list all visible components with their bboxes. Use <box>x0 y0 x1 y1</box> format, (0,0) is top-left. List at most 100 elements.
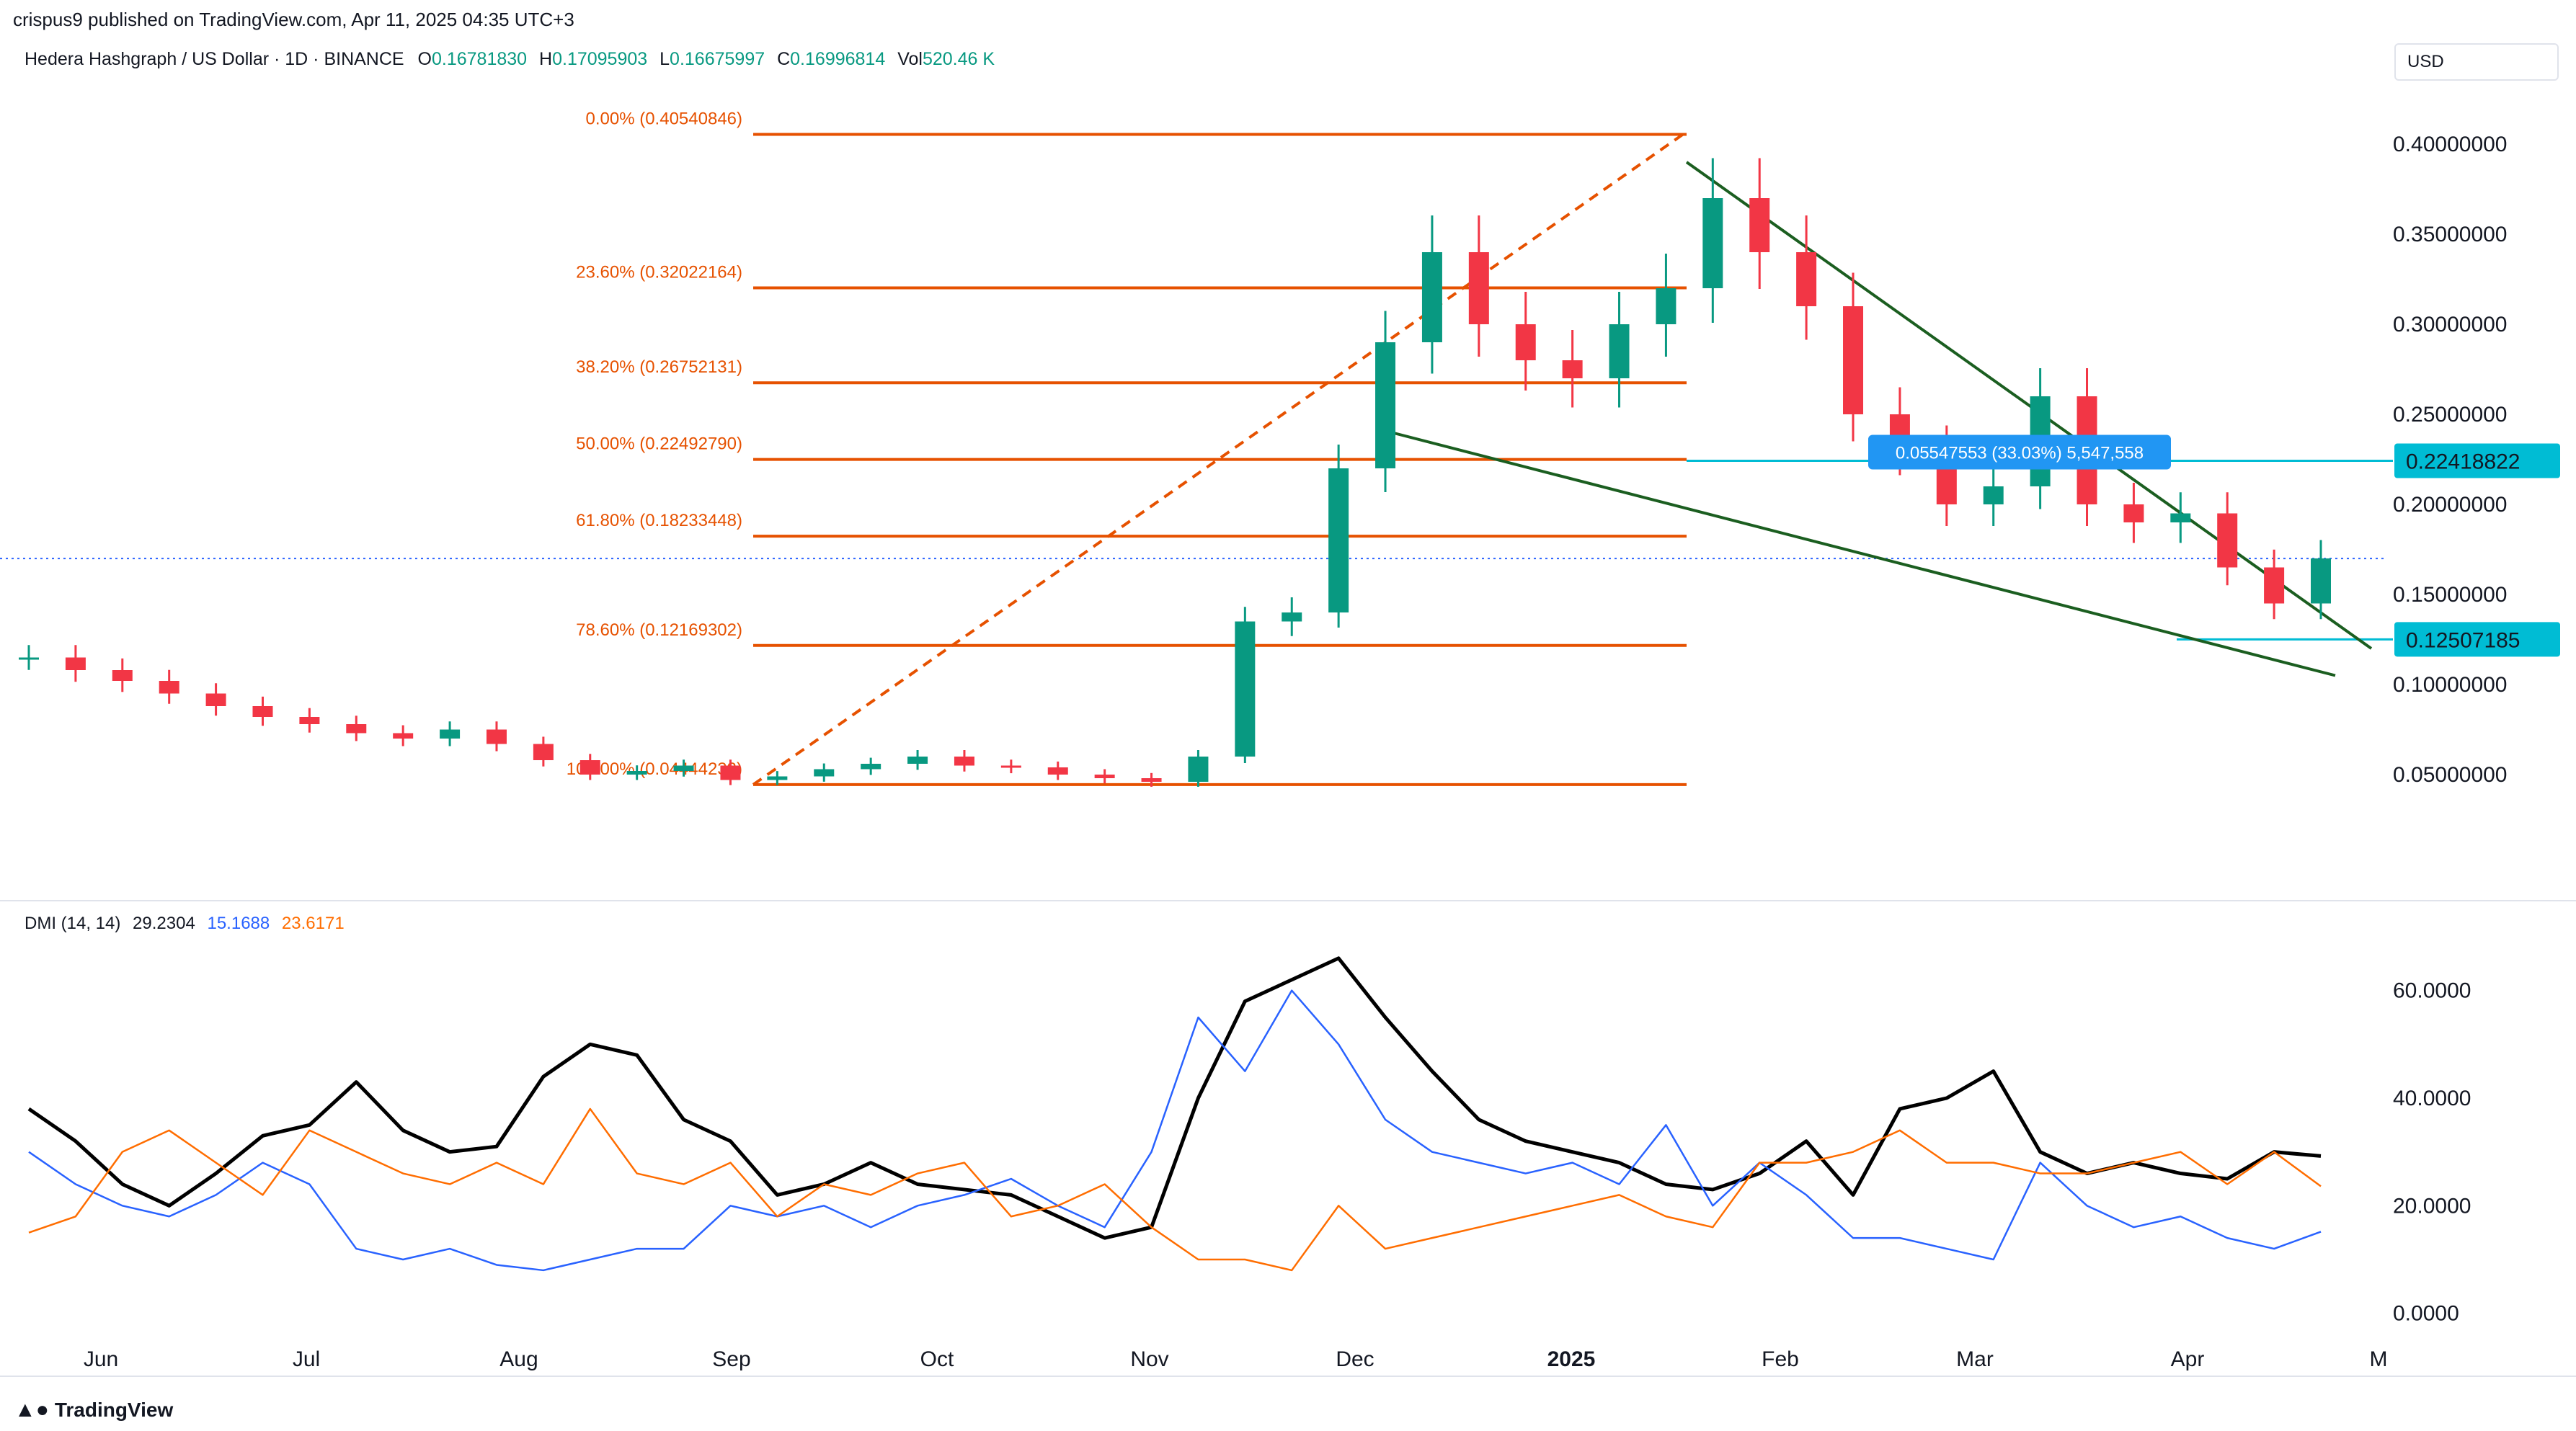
dmi-series-di <box>28 1107 2322 1272</box>
high-label: H <box>539 49 553 69</box>
di-minus-value: 23.6171 <box>281 914 345 933</box>
adx-value: 29.2304 <box>133 914 195 933</box>
candle-body <box>1328 468 1349 612</box>
candle-body <box>1468 252 1489 324</box>
publisher-line: crispus9 published on TradingView.com, A… <box>13 9 574 30</box>
time-tick-label: Nov <box>1130 1347 1168 1371</box>
fib-level-label: 61.80% (0.18233448) <box>576 511 742 530</box>
candle-body <box>1843 306 1864 414</box>
candle-body <box>1421 252 1442 342</box>
candle-body <box>1094 775 1115 778</box>
time-tick-label: Apr <box>2171 1347 2205 1371</box>
tv-brand-text: TradingView <box>54 1399 174 1421</box>
open-label: O <box>417 49 432 69</box>
candle-body <box>1375 342 1396 468</box>
fib-level-label: 50.00% (0.22492790) <box>576 434 742 454</box>
tradingview-logo: ▲● TradingView <box>14 1398 173 1422</box>
candle-body <box>486 729 507 744</box>
wedge-lower-line <box>1390 431 2336 677</box>
price-tick-label: 0.25000000 <box>2393 403 2508 427</box>
symbol-title: Hedera Hashgraph / US Dollar · 1D · BINA… <box>25 49 404 69</box>
time-tick-label: Jun <box>84 1347 118 1371</box>
time-tick-label: Aug <box>499 1347 538 1371</box>
candle-body <box>1702 198 1723 288</box>
low-label: L <box>659 49 670 69</box>
candle-body <box>2264 567 2285 604</box>
candle-body <box>2217 513 2238 568</box>
fib-level-label: 38.20% (0.26752131) <box>576 357 742 377</box>
candle-body <box>1562 360 1583 378</box>
axes: 0.40000000 0.35000000 0.30000000 0.25000000… <box>84 133 2508 1371</box>
di-plus-value: 15.1688 <box>207 914 270 933</box>
fib-level-label: 23.60% (0.32022164) <box>576 262 742 282</box>
dmi-tick-label: 0.0000 <box>2393 1302 2459 1326</box>
dmi-pane <box>27 956 2322 1272</box>
dmi-tick-label: 40.0000 <box>2393 1087 2471 1110</box>
wedge-upper-line <box>1685 161 2373 650</box>
candle-body <box>2311 558 2331 604</box>
candle-body <box>907 757 928 764</box>
price-tick-label: 0.20000000 <box>2393 493 2508 517</box>
candle-body <box>1796 252 1817 306</box>
candle-body <box>252 706 273 717</box>
candle-body <box>720 765 741 780</box>
candle-body <box>19 657 39 660</box>
candle-body <box>1749 198 1770 252</box>
candle-body <box>1515 324 1536 360</box>
time-tick-label: Oct <box>920 1347 954 1371</box>
candle-body <box>954 757 974 766</box>
candle-body <box>2170 513 2191 522</box>
price-tag-label: 0.22418822 <box>2406 450 2521 474</box>
candle-body <box>1188 757 1209 782</box>
price-tick-label: 0.10000000 <box>2393 673 2508 697</box>
price-tick-label: 0.05000000 <box>2393 763 2508 787</box>
candle-body <box>112 670 133 681</box>
tv-logo-icon: ▲● <box>14 1398 49 1422</box>
price-tag-box <box>2394 443 2560 478</box>
candle-body <box>299 717 320 724</box>
price-tick-label: 0.35000000 <box>2393 223 2508 246</box>
volume-label: Vol <box>897 49 923 69</box>
time-tick-label: Dec <box>1336 1347 1374 1371</box>
measure-label-box <box>1868 434 2171 470</box>
time-tick-label: Mar <box>1956 1347 1994 1371</box>
dmi-legend: DMI (14, 14) 29.2304 15.1688 23.6171 <box>25 914 345 934</box>
candle-body <box>626 771 647 775</box>
dmi-title: DMI (14, 14) <box>25 914 121 933</box>
price-tick-label: 0.15000000 <box>2393 583 2508 607</box>
candle-body <box>579 760 600 775</box>
price-pane: 0.00% (0.40540846) 23.60% (0.32022164) 38.… <box>0 109 2560 787</box>
dmi-tick-label: 20.0000 <box>2393 1194 2471 1218</box>
dmi-series-di <box>28 989 2322 1272</box>
price-tick-label: 0.40000000 <box>2393 133 2508 156</box>
low-value: 0.16675997 <box>670 49 765 69</box>
candle-body <box>1282 612 1302 622</box>
candle-body <box>1141 778 1162 782</box>
candle-body <box>2123 504 2144 522</box>
candle-body <box>1000 765 1021 768</box>
candle-body <box>673 765 694 771</box>
candle-body <box>393 733 414 739</box>
close-value: 0.16996814 <box>790 49 886 69</box>
candle-body <box>1609 324 1630 378</box>
high-value: 0.17095903 <box>552 49 648 69</box>
fib-level-label: 78.60% (0.12169302) <box>576 620 742 640</box>
candle-body <box>1235 621 1256 757</box>
candle-body <box>814 769 835 777</box>
fib-level-label: 0.00% (0.40540846) <box>586 109 743 128</box>
dmi-tick-label: 60.0000 <box>2393 979 2471 1003</box>
dmi-series-adx <box>27 956 2322 1240</box>
price-tag-box <box>2394 622 2560 657</box>
candle-body <box>767 776 788 780</box>
price-tag-label: 0.12507185 <box>2406 628 2521 652</box>
measure-label: 0.05547553 (33.03%) 5,547,558 <box>1896 444 2144 463</box>
candle-body <box>1047 767 1068 775</box>
currency-selector[interactable]: USD <box>2394 43 2559 81</box>
open-value: 0.16781830 <box>431 49 528 69</box>
candle-body <box>1983 486 2004 504</box>
candle-body <box>861 764 881 770</box>
time-tick-label: Jul <box>293 1347 320 1371</box>
candle-body <box>440 729 461 739</box>
candle-body <box>65 657 86 670</box>
